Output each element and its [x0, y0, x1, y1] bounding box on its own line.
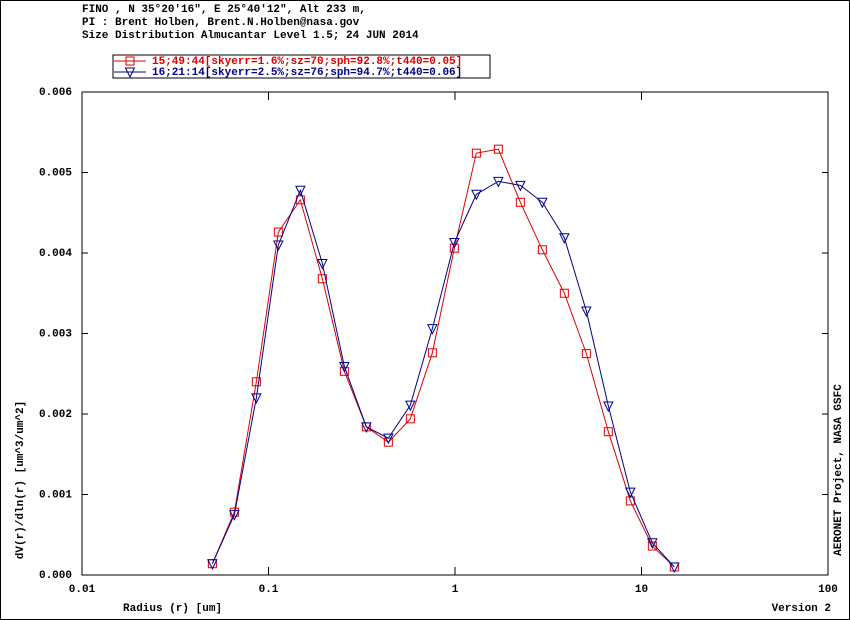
marker [405, 400, 416, 412]
legend-label: 15;49:44[skyerr=1.6%;sz=70;sph=92.8%;t44… [152, 56, 462, 68]
marker [427, 324, 438, 335]
marker [581, 306, 592, 318]
marker [559, 288, 569, 298]
x-tick-label: 0.01 [69, 584, 96, 596]
legend-label: 16;21:14[skyerr=2.5%;sz=76;sph=94.7%;t44… [152, 67, 462, 79]
marker [449, 238, 460, 249]
marker [273, 227, 283, 237]
y-tick-label: 0.005 [39, 167, 72, 179]
marker [251, 393, 262, 405]
marker [603, 427, 613, 437]
header-line: FINO , N 35°20'16", E 25°40'12", Alt 233… [82, 4, 366, 16]
marker [493, 144, 503, 154]
marker [603, 401, 614, 413]
x-tick-label: 1 [452, 584, 459, 596]
marker [559, 233, 570, 244]
series-line [211, 180, 675, 568]
marker [125, 56, 135, 66]
marker [493, 176, 504, 188]
marker [427, 348, 437, 358]
marker [383, 433, 394, 445]
legend [112, 54, 491, 79]
marker [317, 258, 328, 270]
marker [317, 274, 327, 284]
marker [581, 349, 591, 359]
marker [124, 67, 136, 79]
marker [361, 422, 372, 433]
marker [471, 148, 481, 158]
y-tick-label: 0.003 [39, 328, 72, 340]
marker [537, 245, 547, 255]
marker [471, 189, 482, 201]
x-axis-label: Radius (r) [um] [123, 603, 222, 615]
y-axis-label: dV(r)/dln(r) [um^3/um^2] [15, 401, 27, 559]
series-line [211, 148, 675, 568]
marker [295, 185, 306, 197]
marker [207, 559, 218, 570]
marker [251, 377, 261, 387]
marker [515, 197, 525, 207]
header-line: PI : Brent Holben, Brent.N.Holben@nasa.g… [82, 17, 360, 29]
marker [405, 414, 415, 424]
marker [339, 362, 350, 373]
footer-note: Version 2 [772, 603, 831, 615]
marker [515, 180, 526, 192]
y-tick-label: 0.004 [39, 248, 72, 260]
y-tick-label: 0.002 [39, 409, 72, 421]
marker [625, 487, 636, 499]
marker [647, 538, 658, 549]
x-tick-label: 10 [635, 584, 648, 596]
marker [273, 240, 284, 252]
y-tick-label: 0.000 [39, 570, 72, 582]
marker [669, 562, 680, 574]
marker [537, 197, 548, 209]
plot-area [81, 91, 829, 576]
x-tick-label: 100 [818, 584, 838, 596]
header-line: Size Distribution Almucantar Level 1.5; … [82, 30, 419, 42]
x-tick-label: 0.1 [259, 584, 279, 596]
side-note: AERONET Project, NASA GSFC [833, 384, 845, 556]
y-tick-label: 0.001 [39, 489, 72, 501]
marker [229, 510, 240, 521]
y-tick-label: 0.006 [39, 87, 72, 99]
